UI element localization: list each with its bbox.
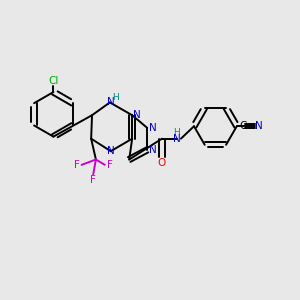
Text: H: H <box>112 93 119 102</box>
Text: N: N <box>148 123 156 133</box>
Text: F: F <box>90 175 96 185</box>
Text: F: F <box>106 160 112 170</box>
Text: N: N <box>255 121 263 131</box>
Text: N: N <box>148 145 156 155</box>
Text: N: N <box>106 98 114 107</box>
Text: N: N <box>107 146 115 156</box>
Text: H: H <box>173 128 179 137</box>
Text: N: N <box>133 110 141 120</box>
Text: F: F <box>74 160 80 170</box>
Text: Cl: Cl <box>48 76 59 86</box>
Text: N: N <box>173 134 181 144</box>
Text: C: C <box>239 121 246 131</box>
Text: O: O <box>158 158 166 168</box>
